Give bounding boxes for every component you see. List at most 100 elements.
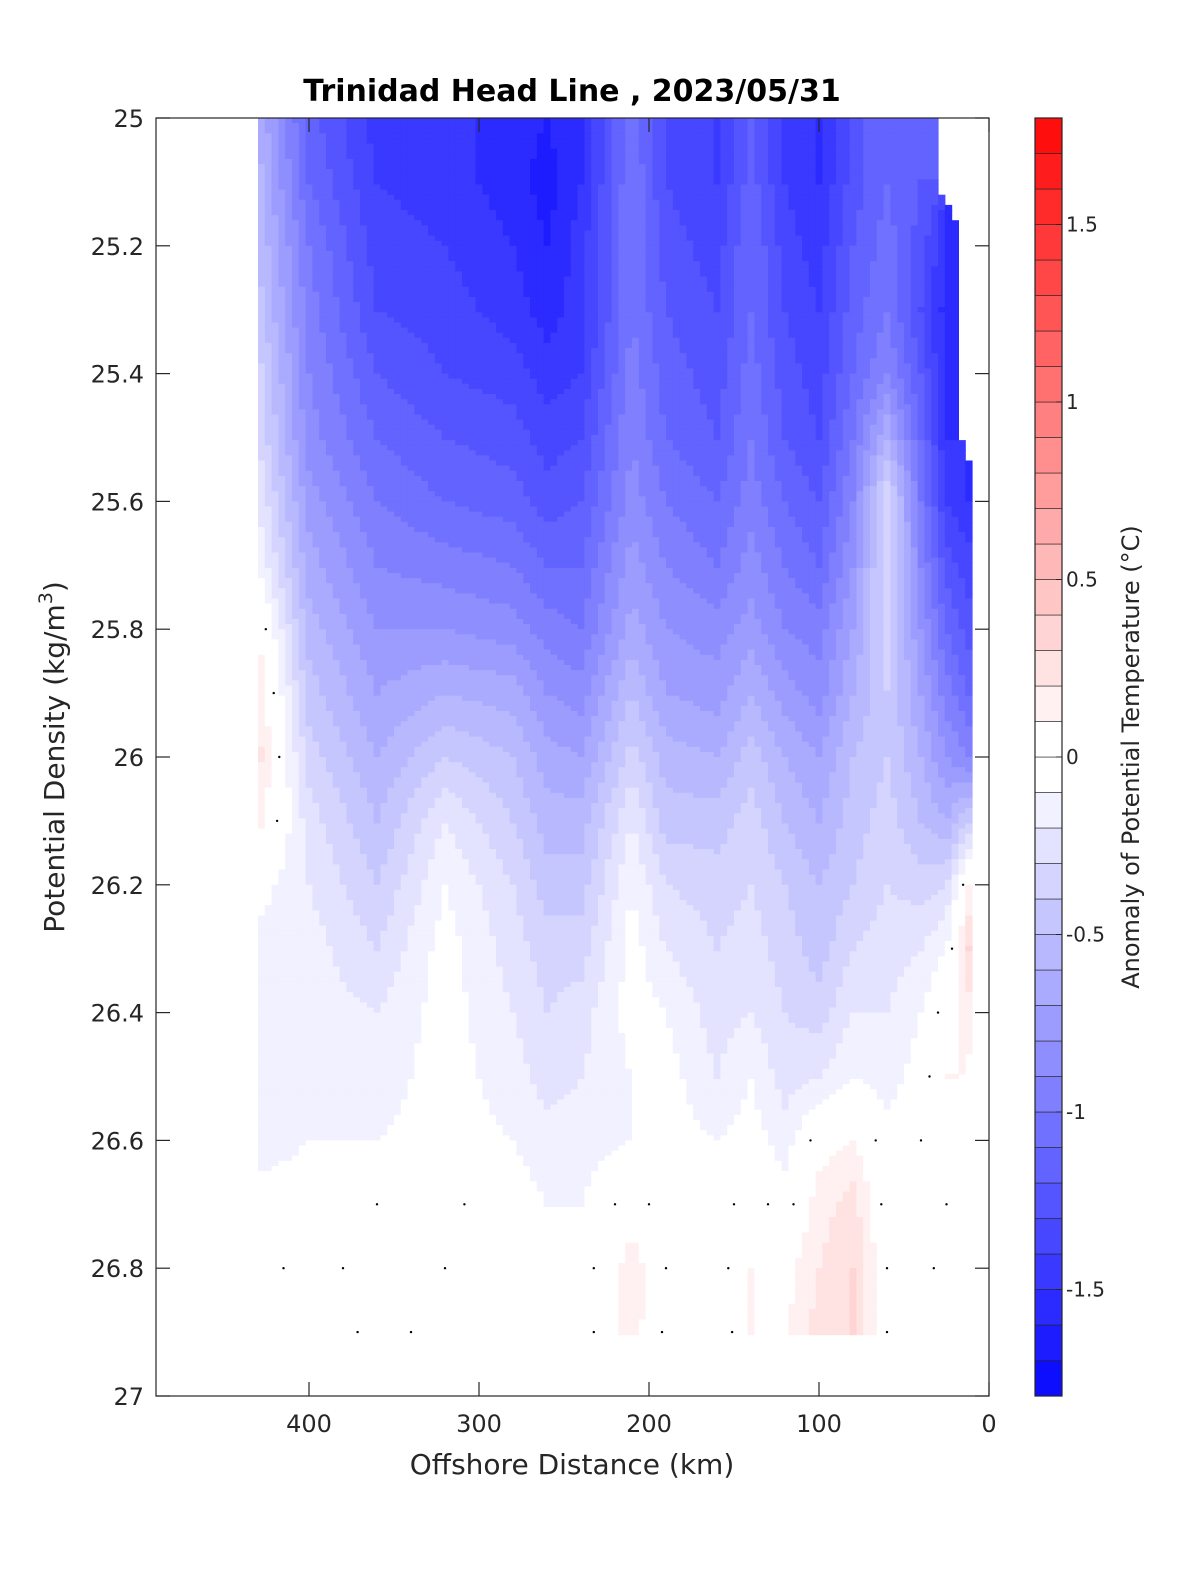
field-cell [904, 256, 912, 262]
field-cell [326, 302, 334, 308]
field-cell [353, 204, 361, 211]
field-cell [652, 118, 660, 124]
field-cell [604, 153, 613, 160]
field-cell [441, 291, 449, 298]
field-cell [394, 215, 402, 221]
field-cell [530, 332, 538, 339]
field-cell [557, 169, 565, 175]
field-cell [795, 158, 803, 165]
field-cell [808, 363, 817, 370]
field-cell [666, 225, 674, 232]
field-cell [462, 128, 470, 134]
field-cell [298, 312, 307, 318]
field-cell [672, 276, 681, 283]
field-cell [475, 307, 483, 313]
field-cell [326, 317, 334, 324]
field-cell [387, 291, 395, 298]
field-cell [904, 348, 912, 354]
field-cell [557, 286, 565, 293]
field-cell [931, 179, 939, 185]
field-cell [332, 337, 341, 344]
field-cell [339, 332, 347, 339]
field-cell [400, 123, 409, 129]
field-cell [659, 158, 667, 165]
field-cell [502, 158, 511, 165]
field-cell [747, 215, 755, 221]
field-cell [482, 199, 490, 206]
field-cell [659, 133, 667, 139]
field-cell [890, 302, 898, 308]
field-cell [761, 302, 769, 308]
field-cell [720, 358, 728, 364]
field-cell [319, 286, 327, 293]
field-cell [897, 199, 905, 206]
field-cell [659, 220, 667, 226]
field-cell [788, 317, 796, 324]
field-cell [666, 358, 674, 364]
field-cell [625, 158, 633, 165]
field-cell [360, 133, 368, 139]
field-cell [747, 256, 755, 262]
field-cell [536, 199, 545, 206]
field-cell [434, 138, 443, 145]
field-cell [536, 327, 545, 334]
field-cell [380, 184, 388, 191]
field-cell [611, 184, 619, 191]
field-cell [400, 291, 409, 298]
field-cell [604, 174, 613, 180]
field-cell [543, 353, 551, 359]
field-cell [836, 353, 844, 359]
field-cell [428, 148, 436, 155]
field-cell [319, 256, 327, 262]
field-cell [659, 194, 667, 201]
field-cell [917, 281, 925, 288]
field-cell [890, 118, 898, 124]
field-cell [584, 363, 592, 370]
field-cell [910, 138, 919, 145]
field-cell [584, 245, 592, 252]
field-cell [781, 153, 789, 160]
field-cell [305, 296, 313, 303]
field-cell [326, 138, 334, 145]
field-cell [856, 281, 864, 288]
field-cell [591, 220, 599, 226]
field-cell [734, 296, 742, 303]
field-cell [795, 143, 803, 150]
field-cell [332, 133, 341, 139]
field-cell [666, 322, 674, 329]
field-cell [584, 210, 592, 216]
field-cell [550, 358, 558, 364]
field-cell [713, 240, 721, 247]
field-cell [421, 261, 429, 267]
field-cell [278, 179, 286, 185]
field-cell [455, 363, 463, 370]
field-cell [292, 174, 300, 180]
field-cell [326, 358, 334, 364]
field-cell [278, 245, 286, 252]
field-cell [509, 327, 517, 334]
field-cell [897, 194, 905, 201]
field-cell [849, 256, 857, 262]
field-cell [312, 169, 320, 175]
field-cell [543, 296, 551, 303]
field-cell [278, 276, 286, 283]
field-cell [543, 240, 551, 247]
field-cell [353, 363, 361, 370]
field-cell [475, 358, 483, 364]
field-cell [584, 153, 592, 160]
field-cell [795, 342, 803, 349]
field-cell [373, 250, 381, 257]
field-cell [774, 210, 783, 216]
field-cell [258, 256, 266, 262]
field-cell [434, 256, 443, 262]
field-cell [815, 189, 823, 196]
field-cell [713, 143, 721, 150]
field-cell [455, 235, 463, 242]
field-cell [407, 169, 415, 175]
field-cell [496, 322, 504, 329]
field-cell [876, 332, 885, 339]
field-cell [455, 184, 463, 191]
field-cell [944, 250, 953, 257]
field-cell [339, 148, 347, 155]
field-cell [414, 179, 422, 185]
